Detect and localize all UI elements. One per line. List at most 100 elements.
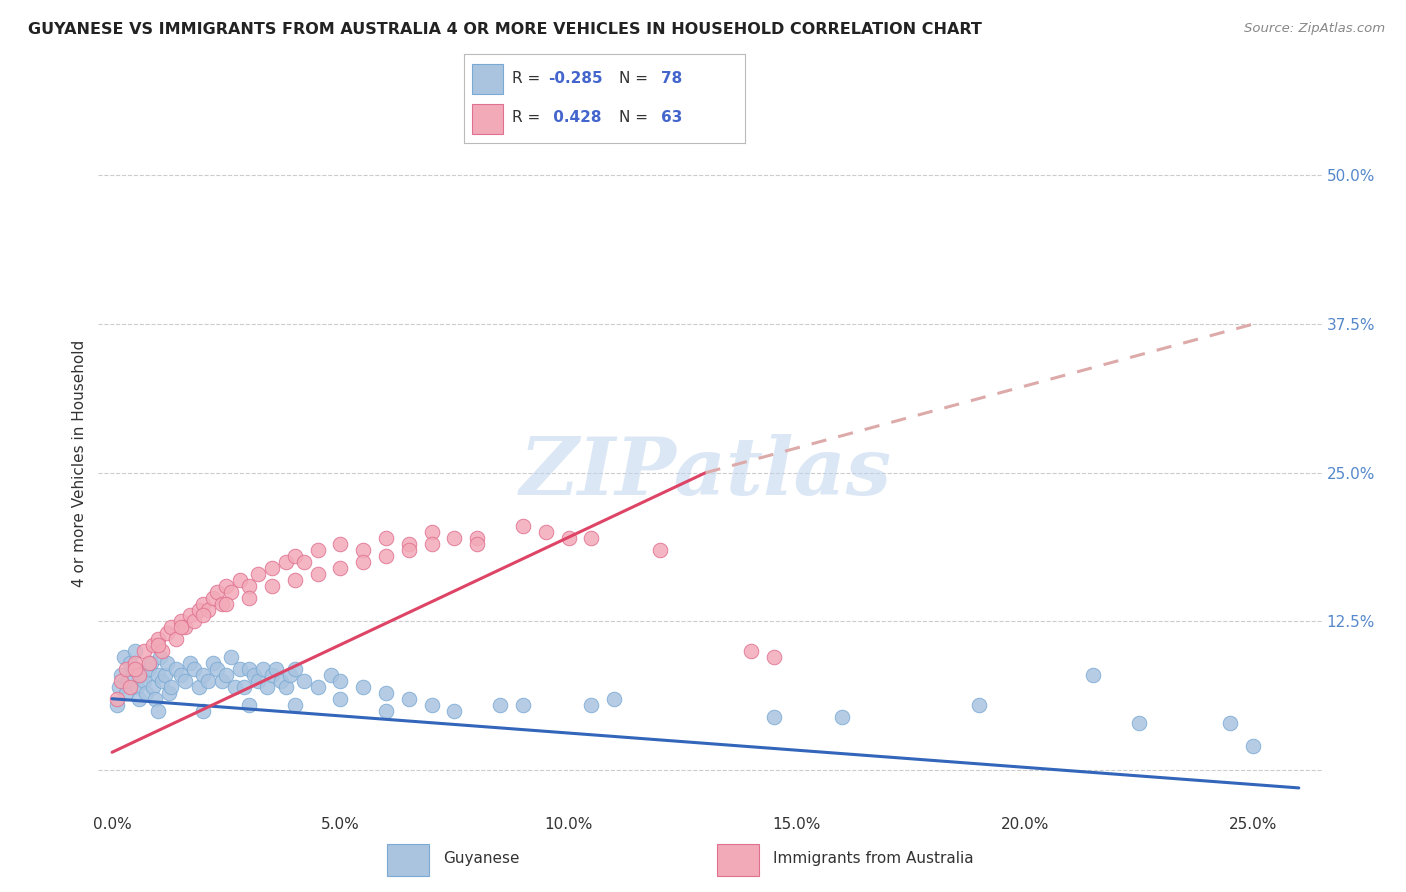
- Point: [150, 644, 173, 658]
- Point: [146, 668, 169, 682]
- Point: [260, 561, 283, 575]
- Point: [169, 620, 191, 634]
- Point: [329, 691, 352, 706]
- Point: [145, 691, 167, 706]
- Point: [132, 673, 155, 688]
- Point: [1128, 715, 1150, 730]
- Point: [224, 680, 246, 694]
- Point: [352, 543, 374, 558]
- Point: [1219, 715, 1241, 730]
- Point: [179, 656, 201, 670]
- Point: [321, 668, 343, 682]
- Point: [117, 673, 139, 688]
- Point: [831, 709, 853, 723]
- Point: [740, 644, 762, 658]
- Point: [132, 644, 155, 658]
- Point: [114, 686, 136, 700]
- Point: [215, 579, 238, 593]
- Point: [169, 668, 191, 682]
- Text: R =: R =: [512, 111, 540, 125]
- Point: [187, 680, 209, 694]
- Text: ZIPatlas: ZIPatlas: [519, 434, 891, 511]
- Point: [534, 525, 557, 540]
- Point: [110, 673, 132, 688]
- Point: [128, 691, 150, 706]
- Text: 63: 63: [661, 111, 682, 125]
- Point: [193, 704, 215, 718]
- Point: [278, 668, 301, 682]
- Point: [138, 662, 160, 676]
- Text: Source: ZipAtlas.com: Source: ZipAtlas.com: [1244, 22, 1385, 36]
- Point: [160, 680, 183, 694]
- Point: [238, 698, 260, 712]
- Point: [139, 656, 162, 670]
- Point: [169, 615, 191, 629]
- Point: [156, 626, 179, 640]
- Point: [284, 662, 307, 676]
- Point: [165, 662, 187, 676]
- Point: [260, 668, 283, 682]
- Point: [329, 561, 352, 575]
- Point: [762, 709, 785, 723]
- Point: [150, 673, 173, 688]
- Point: [153, 668, 176, 682]
- Point: [375, 686, 398, 700]
- Point: [489, 698, 512, 712]
- Point: [969, 698, 991, 712]
- Point: [284, 549, 307, 563]
- Point: [201, 591, 224, 605]
- Point: [124, 644, 146, 658]
- Point: [183, 662, 205, 676]
- Point: [581, 698, 603, 712]
- Point: [270, 673, 292, 688]
- Point: [292, 555, 315, 569]
- Point: [762, 650, 785, 665]
- Point: [648, 543, 671, 558]
- Point: [420, 698, 443, 712]
- Point: [238, 591, 260, 605]
- Point: [135, 686, 157, 700]
- Point: [247, 566, 270, 581]
- Point: [247, 673, 270, 688]
- Point: [127, 680, 149, 694]
- Point: [443, 704, 465, 718]
- Point: [238, 662, 260, 676]
- Point: [105, 691, 128, 706]
- Point: [352, 555, 374, 569]
- Point: [157, 686, 180, 700]
- Point: [112, 650, 135, 665]
- Point: [197, 673, 219, 688]
- Point: [121, 662, 143, 676]
- Point: [284, 573, 307, 587]
- Point: [219, 584, 242, 599]
- Point: [174, 620, 197, 634]
- Point: [229, 662, 252, 676]
- Point: [142, 638, 165, 652]
- Point: [512, 519, 534, 533]
- Point: [581, 531, 603, 545]
- Point: [205, 584, 228, 599]
- Point: [292, 673, 315, 688]
- Point: [352, 680, 374, 694]
- Point: [174, 673, 197, 688]
- Point: [179, 608, 201, 623]
- Point: [443, 531, 465, 545]
- Point: [120, 680, 142, 694]
- Point: [420, 537, 443, 551]
- Point: [131, 668, 153, 682]
- Text: GUYANESE VS IMMIGRANTS FROM AUSTRALIA 4 OR MORE VEHICLES IN HOUSEHOLD CORRELATIO: GUYANESE VS IMMIGRANTS FROM AUSTRALIA 4 …: [28, 22, 981, 37]
- Point: [1241, 739, 1264, 754]
- Point: [465, 531, 488, 545]
- Point: [193, 597, 215, 611]
- Point: [1083, 668, 1105, 682]
- Point: [242, 668, 264, 682]
- Point: [146, 638, 169, 652]
- Point: [110, 668, 132, 682]
- Point: [329, 537, 352, 551]
- Point: [211, 673, 233, 688]
- Point: [307, 566, 329, 581]
- Point: [183, 615, 205, 629]
- Bar: [717, 844, 759, 876]
- Point: [603, 691, 626, 706]
- Point: [114, 662, 136, 676]
